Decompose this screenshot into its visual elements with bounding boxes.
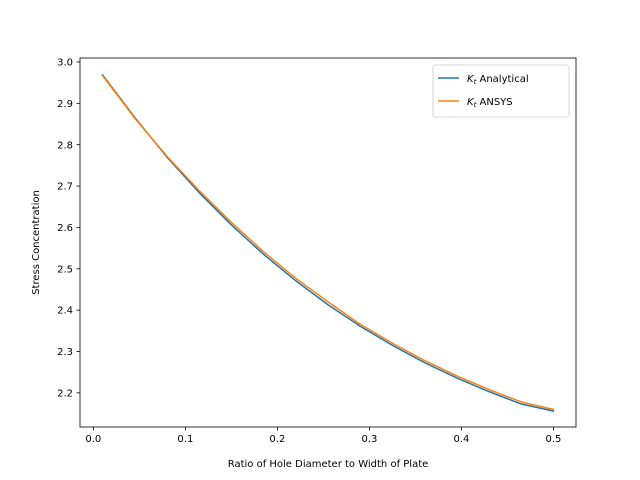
y-tick-label: 2.3 [57,347,73,358]
series-line-0 [101,73,555,412]
y-tick-label: 3.0 [57,58,73,69]
x-tick-label: 0.4 [453,434,469,445]
y-tick-label: 2.9 [57,99,73,110]
x-axis-label: Ratio of Hole Diameter to Width of Plate [228,459,429,470]
x-tick-label: 0.0 [85,434,101,445]
plot-area [101,73,555,412]
y-tick-label: 2.4 [57,306,73,317]
x-tick-label: 0.5 [546,434,562,445]
y-tick-label: 2.6 [57,223,73,234]
y-tick-label: 2.8 [57,140,73,151]
series-line-1 [101,74,555,411]
y-tick-label: 2.5 [57,264,73,275]
y-axis-label: Stress Concentration [31,190,42,295]
axes-frame [79,57,577,428]
legend-box [432,64,570,118]
axes: 0.0 0.1 0.2 0.3 0.4 0.5 2.2 2.3 2.4 2.5 2.6 2.7 2.8 2… [57,57,577,445]
x-tick-label: 0.3 [361,434,377,445]
legend-entry-label: Kt Analytical [467,74,529,86]
y-tick-label: 2.7 [57,182,73,193]
y-tick-label: 2.2 [57,388,73,399]
legend: Kt Analytical Kt ANSYS [432,64,570,118]
x-tick-label: 0.1 [177,434,193,445]
x-tick-label: 0.2 [269,434,285,445]
legend-entry-label: Kt ANSYS [467,97,513,109]
